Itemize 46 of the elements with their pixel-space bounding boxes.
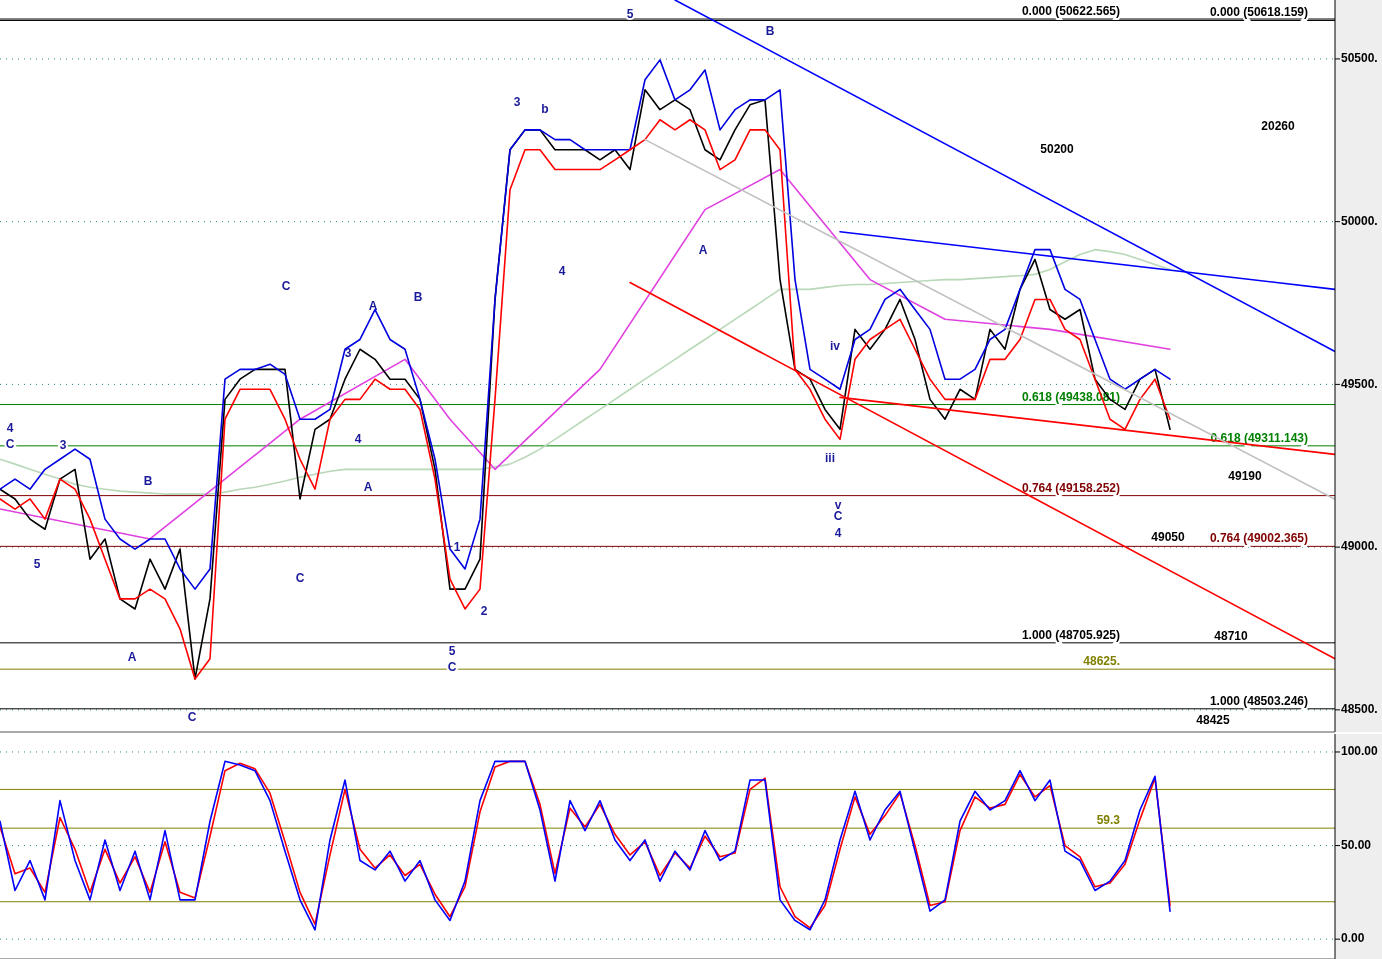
ref-line-label: 1.000 (48503.246) bbox=[1209, 693, 1308, 708]
annotation: b bbox=[541, 102, 549, 117]
ref-line-label: 1.000 (48705.925) bbox=[1021, 627, 1120, 642]
annotation: 50200 bbox=[1040, 142, 1075, 157]
annotation: 3 bbox=[513, 95, 521, 110]
annotation: iii bbox=[824, 451, 836, 466]
y-tick-label: 49500. bbox=[1341, 376, 1378, 391]
annotation: A bbox=[698, 243, 708, 258]
annotation: 49050 bbox=[1151, 530, 1186, 545]
annotation: 5 bbox=[33, 557, 41, 572]
annotation: 4 bbox=[558, 264, 566, 279]
y-tick-label: 0.00 bbox=[1341, 931, 1365, 946]
annotation: A bbox=[127, 650, 137, 665]
annotation: 3 bbox=[344, 346, 352, 361]
y-tick-label: 48500. bbox=[1341, 702, 1378, 717]
ref-line-label: 0.764 (49002.365) bbox=[1209, 531, 1308, 546]
annotation: 2 bbox=[480, 604, 488, 619]
ref-line-label: 0.764 (49158.252) bbox=[1021, 480, 1120, 495]
annotation: C bbox=[833, 509, 843, 524]
annotation: 48710 bbox=[1214, 629, 1249, 644]
annotation: C bbox=[187, 710, 197, 725]
ref-line-label: 0.000 (50618.159) bbox=[1209, 5, 1308, 20]
ref-line-label: 48625. bbox=[1083, 654, 1120, 669]
annotation: A bbox=[368, 299, 378, 314]
annotation: C bbox=[281, 279, 291, 294]
annotation: iv bbox=[829, 339, 841, 354]
annotation: 5 bbox=[626, 7, 634, 22]
annotation: 5 bbox=[448, 644, 456, 659]
annotation: B bbox=[143, 474, 153, 489]
y-tick-label: 50500. bbox=[1341, 51, 1378, 66]
ref-line-label: 59.3 bbox=[1096, 813, 1121, 828]
annotation: C bbox=[295, 571, 305, 586]
annotation: 4 bbox=[6, 421, 14, 436]
annotation: 4 bbox=[354, 432, 362, 447]
annotation: 4 bbox=[834, 526, 842, 541]
ref-line-label: 0.000 (50622.565) bbox=[1021, 4, 1120, 19]
y-tick-label: 50000. bbox=[1341, 213, 1378, 228]
y-tick-label: 49000. bbox=[1341, 539, 1378, 554]
annotation: B bbox=[765, 24, 775, 39]
annotation: 48425 bbox=[1196, 713, 1231, 728]
annotation: B bbox=[413, 290, 423, 305]
y-tick-label: 100.00 bbox=[1341, 744, 1379, 759]
annotation: 49190 bbox=[1228, 469, 1263, 484]
annotation: A bbox=[363, 480, 373, 495]
y-tick-label: 50.00 bbox=[1341, 837, 1372, 852]
annotation: 20260 bbox=[1261, 119, 1296, 134]
